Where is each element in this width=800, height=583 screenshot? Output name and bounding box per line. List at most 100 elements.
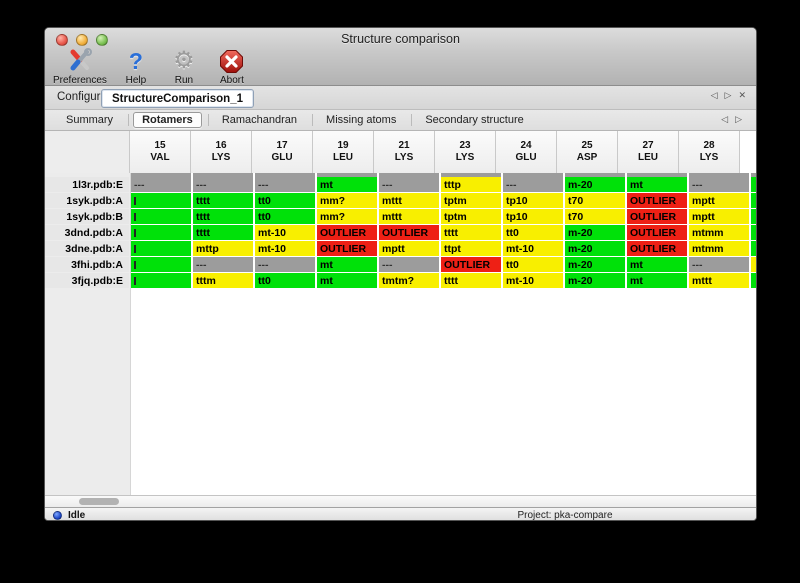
- rotamer-cell[interactable]: [131, 209, 191, 224]
- configure-chevron-left-icon[interactable]: ◁: [710, 90, 718, 100]
- column-header-15[interactable]: 15 VAL: [130, 131, 191, 173]
- run-button[interactable]: ⚙ Run: [165, 48, 203, 87]
- rotamer-cell[interactable]: OUTLIER: [441, 257, 501, 272]
- rotamer-cell[interactable]: OUTLIER: [627, 225, 687, 240]
- rotamer-cell[interactable]: mm?: [317, 193, 377, 208]
- rotamer-cell[interactable]: mm?: [317, 209, 377, 224]
- row-header[interactable]: 1syk.pdb:B: [45, 209, 129, 224]
- row-header[interactable]: 3fjq.pdb:E: [45, 273, 129, 288]
- rotamer-cell[interactable]: ---: [255, 257, 315, 272]
- rotamer-cell[interactable]: mttt: [689, 273, 749, 288]
- rotamer-cell[interactable]: ---: [689, 257, 749, 272]
- rotamer-cell[interactable]: mttt: [379, 209, 439, 224]
- rotamer-cell[interactable]: mttp: [193, 241, 253, 256]
- rotamer-cell[interactable]: mt: [317, 177, 377, 192]
- rotamer-cell[interactable]: [131, 241, 191, 256]
- rotamer-cell[interactable]: m-20: [565, 241, 625, 256]
- column-header-16[interactable]: 16 LYS: [191, 131, 252, 173]
- close-window-button[interactable]: [56, 34, 68, 46]
- rotamer-cell[interactable]: m-20: [565, 273, 625, 288]
- rotamer-cell[interactable]: mt: [627, 177, 687, 192]
- tabs-chevron-left-icon[interactable]: ◁: [721, 114, 729, 124]
- configure-close-icon[interactable]: ✕: [738, 90, 746, 100]
- rotamer-cell[interactable]: tt0: [255, 209, 315, 224]
- rotamer-cell[interactable]: tmtm?: [379, 273, 439, 288]
- rotamer-cell[interactable]: tt0: [255, 273, 315, 288]
- rotamer-cell[interactable]: ---: [379, 177, 439, 192]
- partial-rotamer-cell[interactable]: [751, 257, 756, 272]
- rotamer-cell[interactable]: ---: [255, 177, 315, 192]
- rotamer-cell[interactable]: m-20: [565, 257, 625, 272]
- rotamer-cell[interactable]: ---: [379, 257, 439, 272]
- rotamer-cell[interactable]: mtmm: [689, 225, 749, 240]
- rotamer-cell[interactable]: mt-10: [503, 241, 563, 256]
- tab-secondary-structure[interactable]: Secondary structure: [425, 114, 524, 126]
- rotamer-cell[interactable]: OUTLIER: [317, 225, 377, 240]
- rotamer-cell[interactable]: ---: [193, 257, 253, 272]
- rotamer-cell[interactable]: m-20: [565, 225, 625, 240]
- rotamer-cell[interactable]: mt: [627, 273, 687, 288]
- rotamer-cell[interactable]: tttp: [441, 177, 501, 192]
- rotamer-cell[interactable]: mt: [317, 273, 377, 288]
- horizontal-scrollbar-thumb[interactable]: [79, 498, 119, 505]
- rotamer-cell[interactable]: tt0: [503, 257, 563, 272]
- rotamer-cell[interactable]: mt: [627, 257, 687, 272]
- rotamer-cell[interactable]: tttt: [193, 225, 253, 240]
- rotamer-cell[interactable]: ttpt: [441, 241, 501, 256]
- rotamer-cell[interactable]: mt-10: [503, 273, 563, 288]
- rotamer-cell[interactable]: mtmm: [689, 241, 749, 256]
- row-header[interactable]: 1syk.pdb:A: [45, 193, 129, 208]
- column-header-21[interactable]: 21 LYS: [374, 131, 435, 173]
- rotamer-cell[interactable]: mptt: [689, 209, 749, 224]
- help-button[interactable]: ? Help: [117, 48, 155, 86]
- rotamer-cell[interactable]: OUTLIER: [627, 193, 687, 208]
- rotamer-cell[interactable]: [131, 257, 191, 272]
- rotamer-cell[interactable]: mt: [317, 257, 377, 272]
- configure-chevron-right-icon[interactable]: ▷: [724, 90, 732, 100]
- tab-missing-atoms[interactable]: Missing atoms: [326, 114, 397, 126]
- horizontal-scrollbar[interactable]: [45, 495, 756, 507]
- rotamer-cell[interactable]: tp10: [503, 193, 563, 208]
- column-header-25[interactable]: 25 ASP: [557, 131, 618, 173]
- partial-rotamer-cell[interactable]: [751, 209, 756, 224]
- rotamer-cell[interactable]: tttt: [441, 225, 501, 240]
- rotamer-cell[interactable]: tptm: [441, 209, 501, 224]
- abort-button[interactable]: Abort: [213, 48, 251, 86]
- rotamer-cell[interactable]: [131, 193, 191, 208]
- row-header[interactable]: 3fhi.pdb:A: [45, 257, 129, 272]
- rotamer-cell[interactable]: tttt: [193, 193, 253, 208]
- tabs-chevron-right-icon[interactable]: ▷: [735, 114, 742, 124]
- rotamer-cell[interactable]: OUTLIER: [627, 209, 687, 224]
- column-header-27[interactable]: 27 LEU: [618, 131, 679, 173]
- row-header[interactable]: 3dne.pdb:A: [45, 241, 129, 256]
- tab-rotamers[interactable]: Rotamers: [133, 112, 202, 128]
- rotamer-cell[interactable]: ---: [689, 177, 749, 192]
- partial-rotamer-cell[interactable]: [751, 225, 756, 240]
- rotamer-cell[interactable]: OUTLIER: [627, 241, 687, 256]
- partial-rotamer-cell[interactable]: [751, 273, 756, 288]
- tab-ramachandran[interactable]: Ramachandran: [221, 114, 298, 126]
- row-header[interactable]: 1l3r.pdb:E: [45, 177, 129, 192]
- rotamer-cell[interactable]: ---: [193, 177, 253, 192]
- partial-rotamer-cell[interactable]: [751, 241, 756, 256]
- zoom-window-button[interactable]: [96, 34, 108, 46]
- column-header-17[interactable]: 17 GLU: [252, 131, 313, 173]
- minimize-window-button[interactable]: [76, 34, 88, 46]
- column-header-23[interactable]: 23 LYS: [435, 131, 496, 173]
- column-header-19[interactable]: 19 LEU: [313, 131, 374, 173]
- rotamer-cell[interactable]: t70: [565, 209, 625, 224]
- partial-rotamer-cell[interactable]: [751, 177, 756, 192]
- rotamer-cell[interactable]: mttt: [379, 193, 439, 208]
- partial-rotamer-cell[interactable]: [751, 193, 756, 208]
- rotamer-cell[interactable]: OUTLIER: [317, 241, 377, 256]
- rotamer-cell[interactable]: ---: [503, 177, 563, 192]
- rotamer-cell[interactable]: tptm: [441, 193, 501, 208]
- rotamer-cell[interactable]: mt-10: [255, 241, 315, 256]
- column-header-24[interactable]: 24 GLU: [496, 131, 557, 173]
- rotamer-cell[interactable]: [131, 273, 191, 288]
- preferences-button[interactable]: Preferences: [53, 48, 107, 86]
- rotamer-cell[interactable]: mt-10: [255, 225, 315, 240]
- configuration-tab[interactable]: StructureComparison_1: [101, 89, 255, 108]
- rotamer-cell[interactable]: tttt: [193, 209, 253, 224]
- rotamer-cell[interactable]: [131, 225, 191, 240]
